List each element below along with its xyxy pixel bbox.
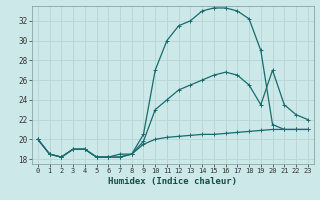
X-axis label: Humidex (Indice chaleur): Humidex (Indice chaleur) [108, 177, 237, 186]
